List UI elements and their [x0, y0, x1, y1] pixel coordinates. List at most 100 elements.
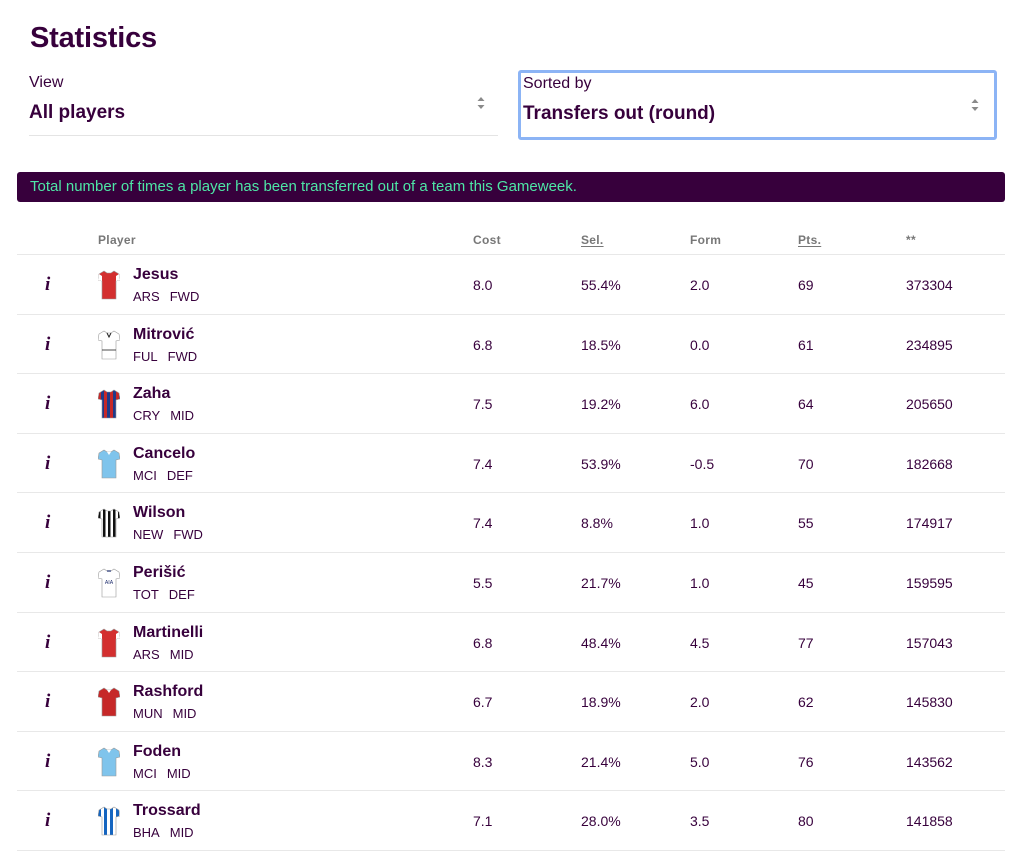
stat-description-text: Total number of times a player has been …: [30, 178, 577, 195]
player-name[interactable]: Perišić: [133, 563, 186, 581]
player-meta: MCI MID: [133, 766, 191, 781]
transfers-out-cell: 145830: [906, 694, 953, 711]
player-team: MUN: [133, 706, 163, 722]
points-cell: 76: [798, 753, 814, 770]
table-row: i Rashford MUN MID 6.7 18.9% 2.0 62 145830: [17, 672, 1005, 732]
team-shirt-icon: [98, 330, 120, 360]
player-meta: NEW FWD: [133, 527, 203, 542]
view-select[interactable]: View All players: [29, 70, 498, 136]
info-icon[interactable]: i: [45, 750, 51, 772]
player-team: BHA: [133, 825, 160, 841]
transfers-out-cell: 157043: [906, 634, 953, 651]
select-arrows-icon: [970, 98, 980, 112]
team-shirt-icon: [98, 687, 120, 717]
table-row: i Wilson NEW FWD 7.4 8.8% 1.0 55 174917: [17, 493, 1005, 553]
cost-cell: 6.7: [473, 694, 493, 711]
sort-select-label: Sorted by: [523, 75, 592, 92]
transfers-out-cell: 373304: [906, 277, 953, 293]
info-icon[interactable]: i: [45, 274, 51, 295]
form-cell: 4.5: [690, 634, 710, 651]
form-cell: 3.5: [690, 813, 710, 830]
player-position: FWD: [173, 527, 203, 543]
table-body: i Jesus ARS FWD 8.0 55.4% 2.0 69 373304 i Mitrović…: [17, 255, 1005, 851]
player-position: MID: [170, 408, 195, 424]
info-icon[interactable]: i: [45, 333, 51, 355]
selected-cell: 53.9%: [581, 455, 621, 472]
player-meta: BHA MID: [133, 825, 194, 840]
transfers-out-cell: 182668: [906, 455, 953, 472]
points-cell: 61: [798, 336, 814, 353]
transfers-out-cell: 205650: [906, 396, 953, 413]
info-icon[interactable]: i: [45, 571, 51, 593]
player-position: FWD: [169, 289, 200, 304]
stat-description-banner: Total number of times a player has been …: [17, 172, 1005, 202]
transfers-out-cell: 159595: [906, 574, 953, 591]
player-team: TOT: [133, 586, 159, 602]
page-title: Statistics: [30, 22, 157, 54]
player-position: DEF: [166, 467, 193, 483]
team-shirt-icon: [98, 628, 120, 658]
team-shirt-icon: [98, 806, 120, 836]
transfers-out-cell: 143562: [906, 753, 953, 770]
cost-cell: 5.5: [473, 574, 493, 591]
info-icon[interactable]: i: [45, 452, 51, 474]
team-shirt-icon: [98, 747, 120, 777]
player-name[interactable]: Foden: [133, 742, 181, 760]
info-icon[interactable]: i: [45, 393, 51, 415]
table-header: Player Cost Sel. Form Pts. **: [17, 225, 1005, 255]
column-header-stat: **: [906, 233, 916, 247]
player-name[interactable]: Mitrović: [133, 325, 195, 343]
player-position: MID: [166, 765, 191, 781]
sort-select-value: Transfers out (round): [523, 103, 716, 124]
player-meta: CRY MID: [133, 408, 194, 423]
table-row: i Trossard BHA MID 7.1 28.0% 3.5 80 141858: [17, 791, 1005, 851]
player-team: MCI: [133, 765, 157, 781]
player-name[interactable]: Cancelo: [133, 444, 196, 462]
info-icon[interactable]: i: [45, 631, 51, 653]
form-cell: 0.0: [690, 336, 710, 353]
player-meta: TOT DEF: [133, 587, 195, 602]
selected-cell: 48.4%: [581, 634, 621, 651]
selected-cell: 8.8%: [581, 515, 613, 532]
info-icon[interactable]: i: [45, 691, 51, 713]
player-name[interactable]: Jesus: [133, 266, 179, 283]
transfers-out-cell: 141858: [906, 813, 953, 830]
team-shirt-icon: [98, 449, 120, 479]
form-cell: 2.0: [690, 277, 710, 293]
form-cell: 1.0: [690, 515, 710, 532]
selected-cell: 28.0%: [581, 813, 621, 830]
player-position: DEF: [168, 586, 195, 602]
table-row: i Foden MCI MID 8.3 21.4% 5.0 76 143562: [17, 732, 1005, 792]
player-team: MCI: [133, 467, 157, 483]
player-name[interactable]: Zaha: [133, 385, 171, 403]
player-name[interactable]: Trossard: [133, 802, 201, 820]
points-cell: 62: [798, 694, 814, 711]
player-team: ARS: [133, 289, 160, 304]
team-shirt-icon: [98, 270, 120, 300]
cost-cell: 8.0: [473, 277, 493, 293]
selected-cell: 55.4%: [581, 277, 621, 293]
player-stats-table: Player Cost Sel. Form Pts. ** i Jesus ARS F…: [17, 225, 1005, 851]
table-row: i AIA Perišić TOT DEF 5.5 21.7% 1.0 45 159595: [17, 553, 1005, 613]
sort-select[interactable]: Sorted by Transfers out (round): [518, 70, 997, 140]
player-name[interactable]: Wilson: [133, 504, 186, 522]
player-name[interactable]: Martinelli: [133, 623, 204, 641]
svg-text:AIA: AIA: [105, 580, 114, 586]
cost-cell: 7.4: [473, 515, 493, 532]
cost-cell: 7.4: [473, 455, 493, 472]
column-header-player: Player: [98, 233, 136, 247]
column-header-selected[interactable]: Sel.: [581, 233, 604, 247]
player-meta: ARS FWD: [133, 289, 199, 304]
info-icon[interactable]: i: [45, 810, 51, 832]
column-header-points[interactable]: Pts.: [798, 233, 822, 247]
points-cell: 77: [798, 634, 814, 651]
column-header-cost: Cost: [473, 233, 501, 247]
player-position: MID: [172, 706, 197, 722]
player-meta: MCI DEF: [133, 468, 193, 483]
player-team: ARS: [133, 646, 160, 662]
form-cell: -0.5: [690, 455, 715, 472]
player-name[interactable]: Rashford: [133, 683, 204, 701]
info-icon[interactable]: i: [45, 512, 51, 534]
transfers-out-cell: 174917: [906, 515, 953, 532]
transfers-out-cell: 234895: [906, 336, 953, 353]
